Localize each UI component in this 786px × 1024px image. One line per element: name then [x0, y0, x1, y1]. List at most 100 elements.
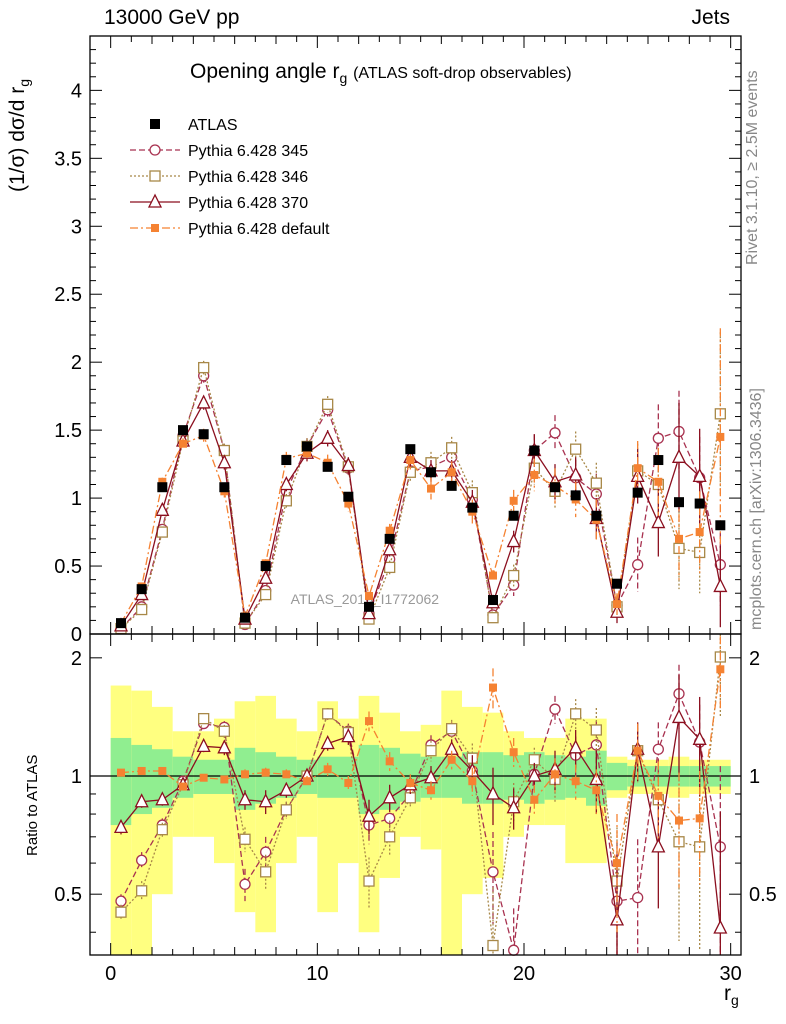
- ratio-point-pdef: [427, 786, 435, 795]
- top-ytick-label: 3: [71, 216, 82, 238]
- ratio-point-pdef: [447, 755, 456, 764]
- top-point-p345: [652, 432, 664, 444]
- top-ytick-label: 2: [71, 352, 82, 374]
- top-point-atlas: [715, 520, 726, 531]
- legend-label-p370: Pythia 6.428 370: [188, 195, 308, 212]
- ratio-point-pdef: [571, 777, 580, 786]
- top-point-pdef: [509, 496, 518, 505]
- top-point-p346: [446, 442, 458, 454]
- top-point-pdef: [675, 534, 683, 543]
- top-point-atlas: [426, 467, 436, 478]
- top-ylabel-sub: g: [16, 78, 33, 87]
- top-point-atlas: [508, 510, 519, 521]
- ratio-point-p346: [404, 792, 416, 804]
- ratio-point-pdef: [261, 768, 270, 777]
- top-point-atlas: [322, 461, 333, 472]
- top-ytick-label: 4: [71, 80, 82, 102]
- top-point-pdef: [695, 528, 704, 537]
- ratio-band-outer-bin: [131, 690, 152, 955]
- legend-marker-pdef: [151, 224, 159, 232]
- ratio-band-inner-bin: [503, 755, 524, 800]
- top-point-atlas: [694, 498, 705, 509]
- top-point-atlas: [343, 491, 354, 502]
- legend-label-p346: Pythia 6.428 346: [188, 169, 308, 186]
- ratio-point-p345: [260, 846, 272, 858]
- top-point-p346: [198, 361, 210, 374]
- top-point-atlas: [632, 487, 643, 498]
- ratio-point-pdef: [344, 778, 353, 787]
- ratio-point-p370: [671, 708, 687, 724]
- ratio-point-p345: [549, 703, 561, 715]
- ratio-point-pdef: [158, 766, 167, 775]
- top-point-p370: [651, 514, 666, 529]
- ratio-frame: [89, 633, 742, 956]
- top-panel-layer: ATLAS_2019_I1772062: [291, 591, 440, 607]
- ratio-band-inner-bin: [152, 749, 173, 808]
- top-point-atlas: [157, 482, 168, 493]
- ratio-point-p370: [113, 818, 129, 833]
- top-point-atlas: [612, 578, 622, 589]
- ratio-point-p370: [320, 735, 335, 750]
- ratio-point-pdef: [489, 683, 497, 692]
- top-point-atlas: [198, 429, 209, 440]
- top-line-p345: [120, 373, 721, 630]
- top-line-p370: [120, 401, 721, 627]
- top-ytick-label: 2.5: [54, 284, 82, 306]
- ratio-ytick-label: 0.5: [54, 884, 82, 906]
- legend-label-atlas: ATLAS: [188, 117, 238, 134]
- chart-title: Opening angle rg (ATLAS soft-drop observ…: [190, 60, 572, 86]
- ratio-point-pdef: [323, 765, 332, 774]
- top-point-p346: [260, 588, 272, 601]
- ratio-point-pdef: [385, 757, 394, 766]
- top-point-atlas: [240, 612, 250, 623]
- top-point-atlas: [364, 601, 374, 612]
- ratio-point-pdef: [468, 777, 477, 786]
- legend-label-p345: Pythia 6.428 345: [188, 143, 308, 160]
- top-point-p370: [361, 605, 377, 620]
- top-point-p370: [382, 541, 397, 556]
- top-point-p370: [196, 394, 211, 409]
- ratio-point-p346: [260, 866, 272, 878]
- top-ylabel-main: (1/σ) dσ/d r: [6, 86, 29, 192]
- top-point-pdef: [530, 470, 539, 479]
- ratio-point-p370: [134, 793, 149, 808]
- top-point-pdef: [365, 591, 373, 600]
- chart-title-sub: g: [339, 70, 348, 87]
- top-point-p370: [258, 569, 273, 584]
- ratio-point-p345: [384, 812, 396, 825]
- ratio-point-pdef: [137, 766, 146, 775]
- ratio-xtick-label: 0: [105, 963, 116, 985]
- ratio-point-p370: [382, 789, 397, 804]
- top-ylabel: (1/σ) dσ/d rg: [6, 79, 32, 192]
- ratio-point-p346: [487, 939, 499, 952]
- top-point-p370: [217, 454, 232, 469]
- ratio-point-p370: [341, 728, 356, 743]
- axes-layer: 0 0.5 1 1.5 2 2.5 3 3.5 4 0 10 20 30 0.5 0.5 1 1 2 2: [54, 35, 777, 985]
- top-point-p370: [320, 429, 335, 444]
- top-point-pdef: [716, 432, 725, 441]
- ratio-point-pdef: [179, 782, 187, 791]
- ratio-point-pdef: [592, 786, 601, 795]
- ratio-point-p370: [692, 730, 707, 745]
- top-point-pdef: [179, 439, 187, 448]
- ratio-band-outer-bin: [317, 701, 338, 913]
- ratio-point-pdef: [716, 665, 725, 674]
- ratio-xlabel-main: r: [724, 982, 731, 1005]
- ratio-xtick-label: 10: [306, 963, 328, 985]
- ratio-point-pdef: [613, 859, 621, 868]
- ratio-band-inner-bin: [110, 737, 132, 826]
- top-point-pdef: [633, 464, 642, 473]
- ratio-xlabel: rg: [724, 982, 739, 1008]
- top-point-p346: [508, 569, 520, 582]
- top-point-p346: [322, 398, 334, 410]
- top-point-atlas: [405, 444, 416, 455]
- ratio-point-p346: [218, 725, 230, 737]
- top-point-atlas: [550, 482, 560, 493]
- header-right: Jets: [691, 6, 730, 29]
- ratio-point-pdef: [365, 717, 373, 726]
- top-point-p345: [632, 559, 644, 571]
- ratio-band-inner-bin: [255, 752, 276, 804]
- ratio-point-p370: [196, 737, 211, 752]
- top-point-atlas: [591, 510, 602, 521]
- ratio-point-p370: [506, 799, 521, 814]
